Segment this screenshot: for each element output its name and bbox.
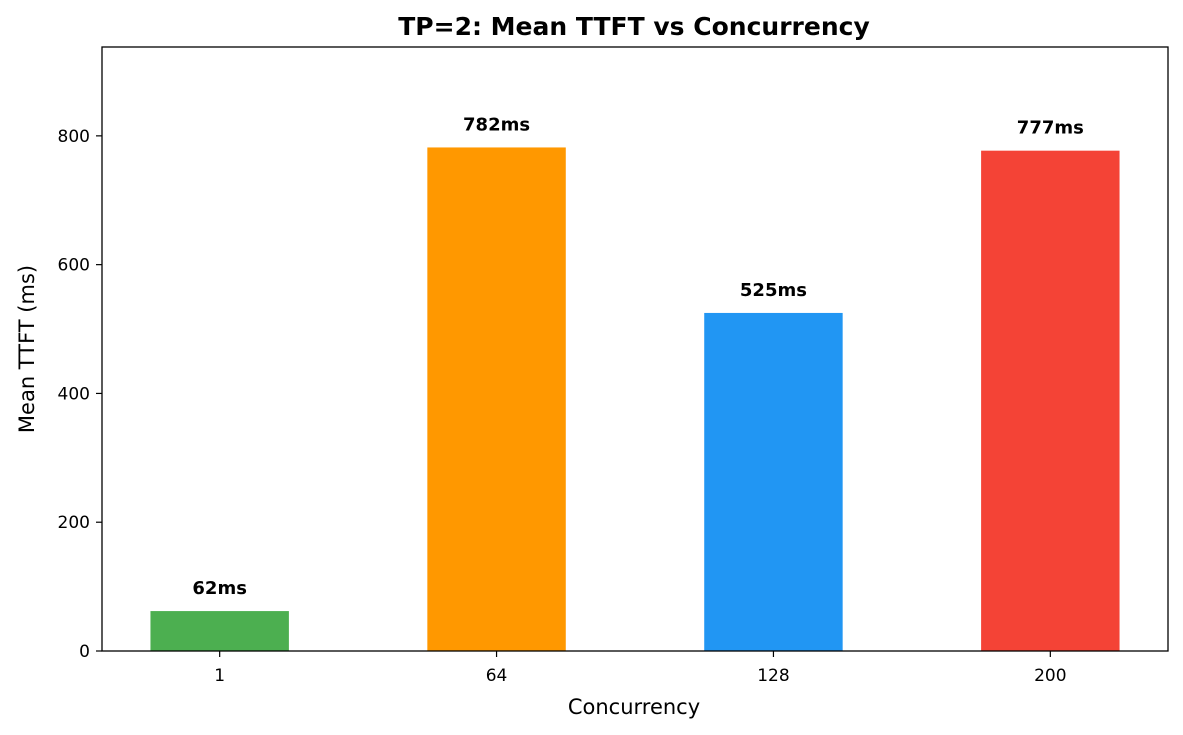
chart-title: TP=2: Mean TTFT vs Concurrency: [398, 12, 869, 41]
bars-group: [150, 147, 1120, 652]
x-axis: 1 64 128 200: [214, 651, 1067, 686]
data-label-1: 62ms: [192, 578, 247, 599]
x-tick-label-64: 64: [486, 666, 508, 686]
y-tick-label-400: 400: [58, 384, 90, 404]
y-tick-label-0: 0: [79, 642, 90, 662]
data-labels-group: 62ms 782ms 525ms 777ms: [192, 114, 1083, 599]
y-axis-label: Mean TTFT (ms): [15, 265, 39, 433]
x-tick-label-200: 200: [1034, 666, 1066, 686]
bar-1: [150, 611, 289, 651]
data-label-64: 782ms: [463, 114, 530, 135]
x-tick-label-128: 128: [757, 666, 789, 686]
y-tick-label-600: 600: [58, 256, 90, 276]
x-tick-label-1: 1: [214, 666, 225, 686]
bar-128: [704, 312, 843, 651]
y-axis: 0 200 400 600 800: [58, 127, 102, 662]
bar-200: [981, 150, 1120, 652]
y-tick-label-200: 200: [58, 513, 90, 533]
data-label-200: 777ms: [1017, 118, 1084, 139]
x-axis-label: Concurrency: [568, 695, 700, 719]
bar-64: [427, 147, 566, 651]
data-label-128: 525ms: [740, 280, 807, 301]
plot-frame: [101, 46, 1169, 652]
y-tick-label-800: 800: [58, 127, 90, 147]
